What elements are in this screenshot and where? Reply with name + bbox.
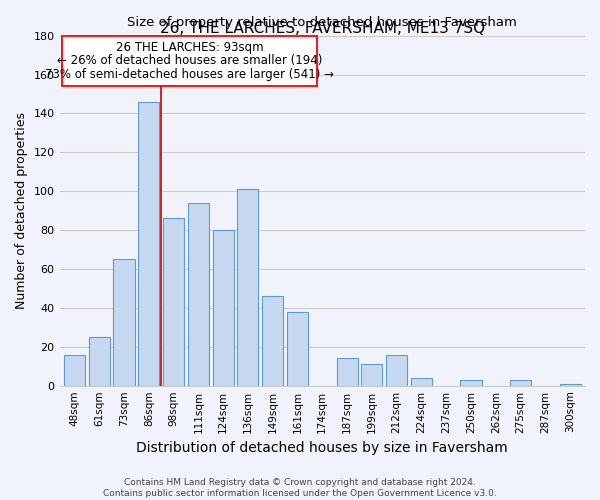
Bar (89, 337, 110, 386)
Bar (560, 384, 581, 386)
Bar (510, 380, 531, 386)
Bar (238, 190, 259, 386)
X-axis label: Distribution of detached houses by size in Faversham: Distribution of detached houses by size … (136, 441, 508, 455)
Bar (163, 218, 184, 386)
Bar (64, 354, 85, 386)
Bar (361, 364, 382, 386)
Bar (188, 203, 209, 386)
Title: 26, THE LARCHES, FAVERSHAM, ME13 7SQ: 26, THE LARCHES, FAVERSHAM, ME13 7SQ (160, 20, 485, 36)
Bar (337, 358, 358, 386)
FancyBboxPatch shape (62, 36, 317, 86)
Bar (287, 312, 308, 386)
Text: Size of property relative to detached houses in Faversham: Size of property relative to detached ho… (127, 16, 517, 28)
Text: ← 26% of detached houses are smaller (194): ← 26% of detached houses are smaller (19… (57, 54, 322, 68)
Text: 26 THE LARCHES: 93sqm: 26 THE LARCHES: 93sqm (116, 41, 263, 54)
Bar (262, 296, 283, 386)
Y-axis label: Number of detached properties: Number of detached properties (15, 112, 28, 309)
Bar (212, 230, 233, 386)
Text: Contains HM Land Registry data © Crown copyright and database right 2024.
Contai: Contains HM Land Registry data © Crown c… (103, 478, 497, 498)
Bar (138, 102, 160, 386)
Bar (460, 380, 482, 386)
Bar (411, 378, 432, 386)
Bar (113, 260, 134, 386)
Bar (386, 354, 407, 386)
Text: 73% of semi-detached houses are larger (541) →: 73% of semi-detached houses are larger (… (45, 68, 334, 81)
